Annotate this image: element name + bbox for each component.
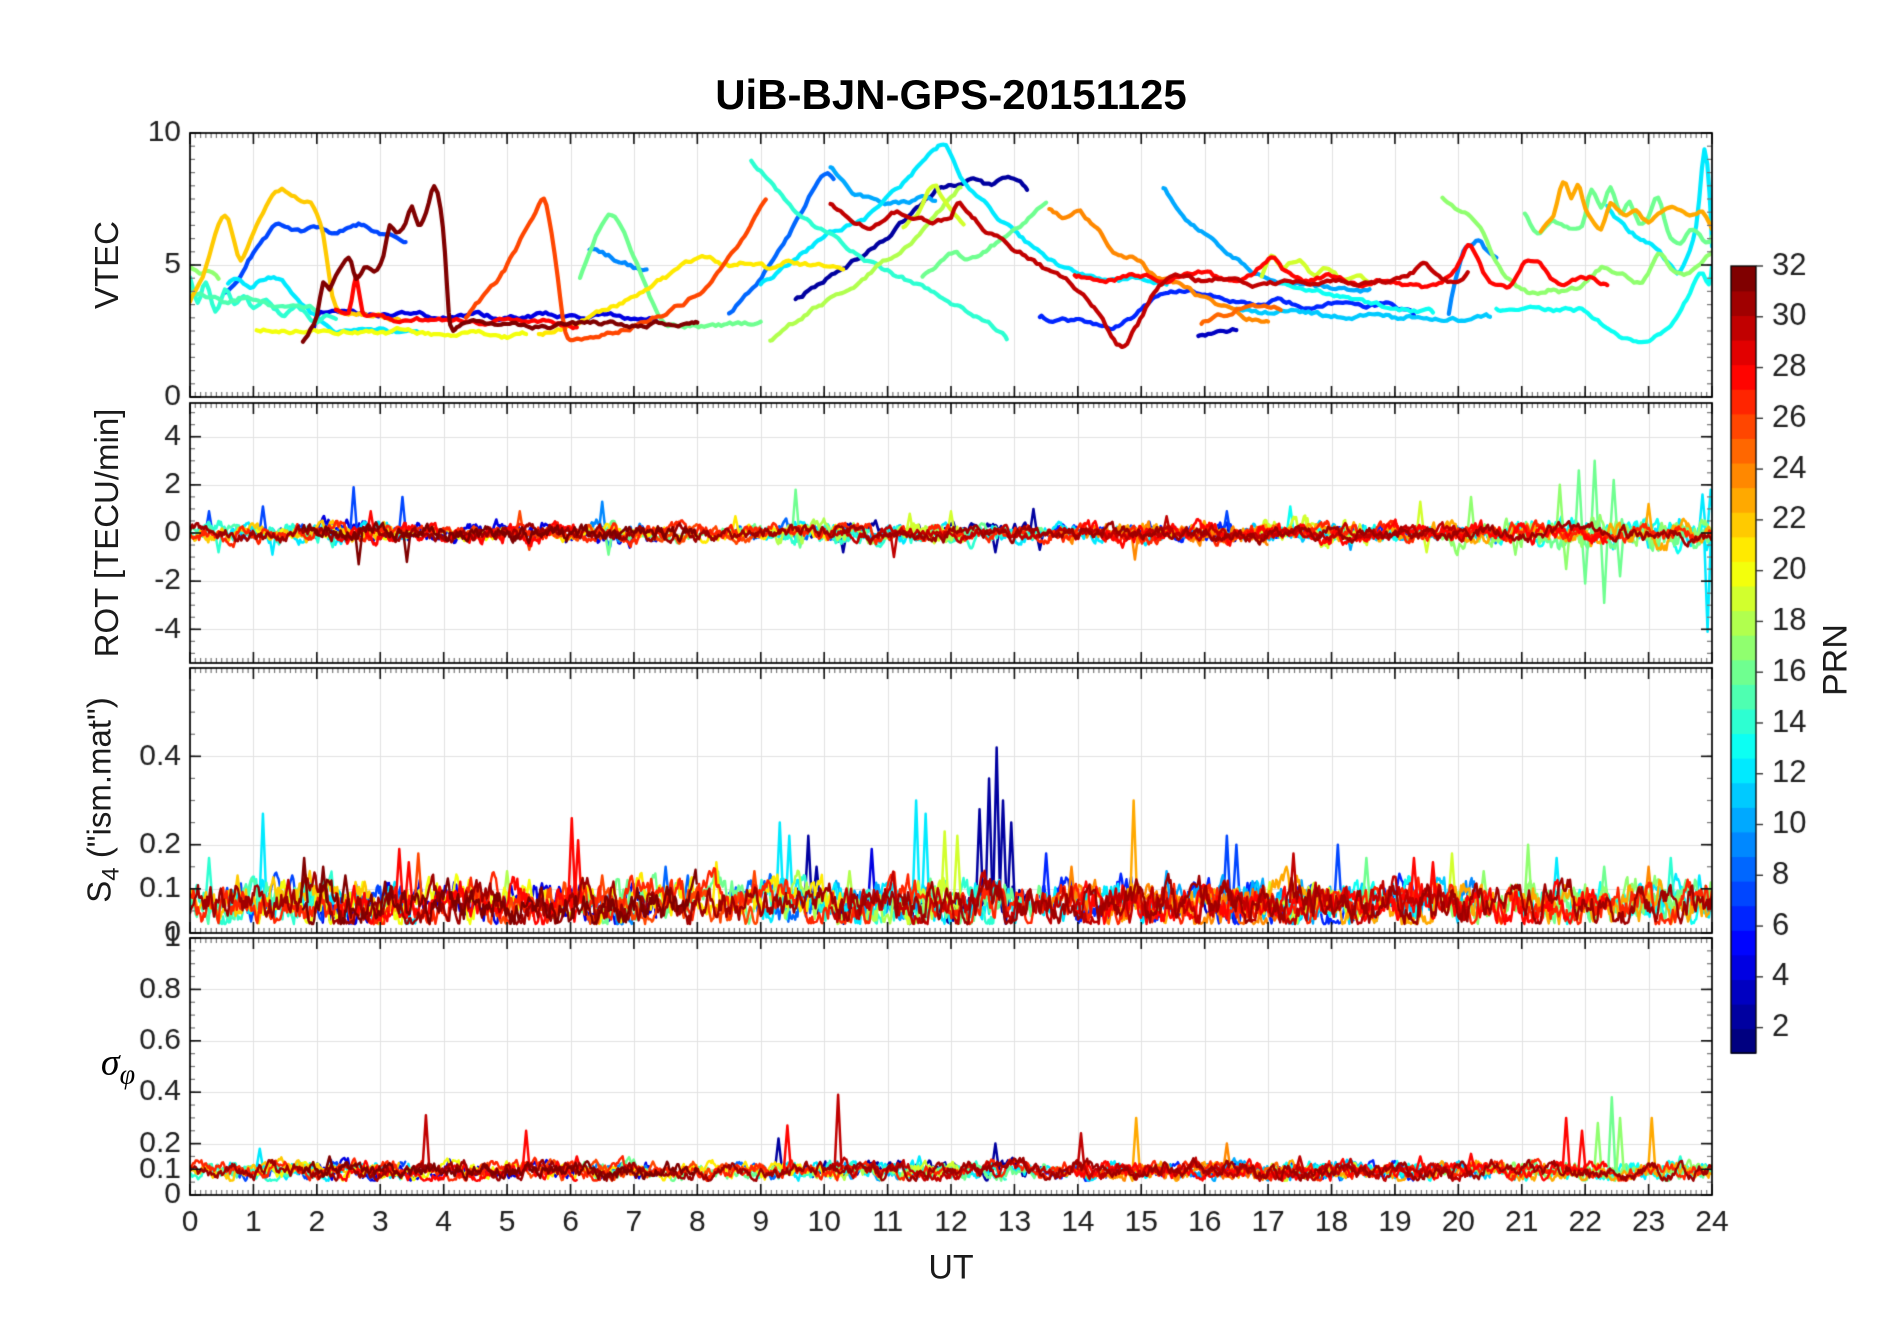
sigma-label-main: σ <box>100 1041 120 1084</box>
y-axis-label-rot: ROT [TECU/min] <box>88 408 125 658</box>
y-axis-label-sigma-phi: σφ <box>101 1041 135 1092</box>
sigma-label-sub: φ <box>119 1059 136 1091</box>
s4-label-units: ("ism.mat") <box>80 697 118 868</box>
s4-label-main: S <box>80 880 118 903</box>
x-axis-label: UT <box>928 1248 974 1287</box>
y-axis-label-s4: S4 ("ism.mat") <box>81 697 126 902</box>
s4-label-sub: 4 <box>97 867 125 881</box>
colorbar-label: PRN <box>1816 624 1855 696</box>
chart-title: UiB-BJN-GPS-20151125 <box>715 71 1187 118</box>
y-axis-label-vtec: VTEC <box>88 220 125 310</box>
